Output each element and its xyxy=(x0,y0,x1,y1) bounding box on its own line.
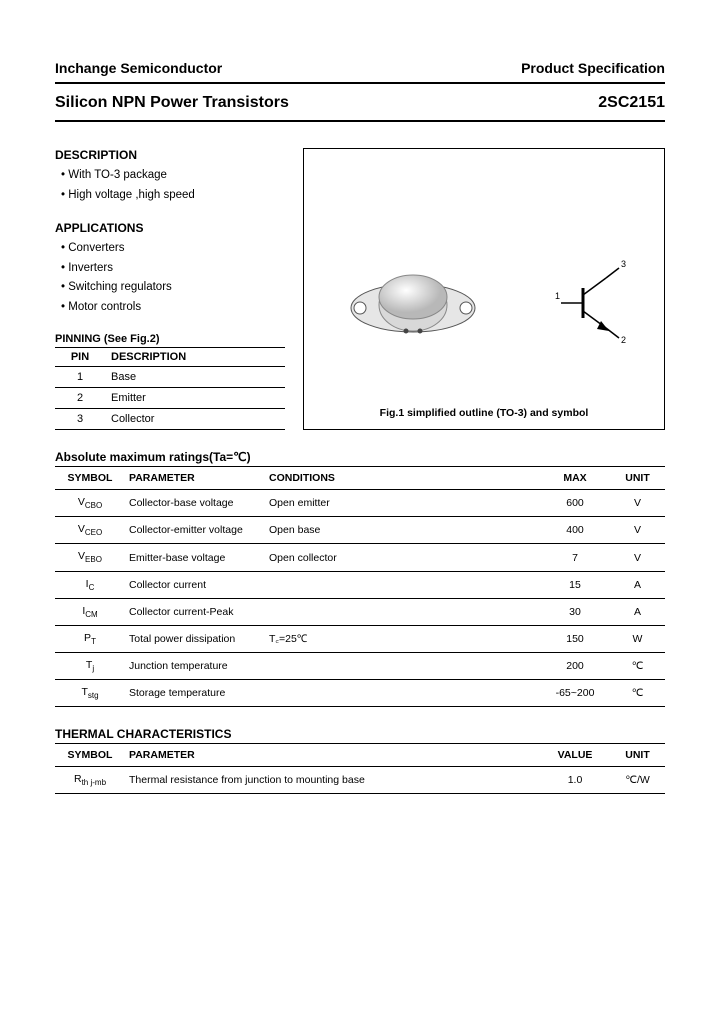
table-row: Rth j-mbThermal resistance from junction… xyxy=(55,767,665,794)
col-header: SYMBOL xyxy=(55,467,125,490)
applications-heading: APPLICATIONS xyxy=(55,221,285,235)
list-item: With TO-3 package xyxy=(61,166,285,186)
table-row: ICCollector current15A xyxy=(55,571,665,598)
list-item: Switching regulators xyxy=(61,278,285,298)
table-row: VEBOEmitter-base voltageOpen collector7V xyxy=(55,544,665,571)
ratings-table: SYMBOL PARAMETER CONDITIONS MAX UNIT VCB… xyxy=(55,466,665,707)
col-header: DESCRIPTION xyxy=(105,348,285,367)
svg-text:3: 3 xyxy=(621,259,626,269)
title-row: Silicon NPN Power Transistors 2SC2151 xyxy=(55,90,665,116)
divider xyxy=(55,120,665,122)
col-header: UNIT xyxy=(610,744,665,767)
figure-caption: Fig.1 simplified outline (TO-3) and symb… xyxy=(380,407,589,419)
col-header: SYMBOL xyxy=(55,744,125,767)
symbol-icon: 1 3 2 xyxy=(551,253,631,353)
doc-type: Product Specification xyxy=(521,60,665,76)
table-row: PTTotal power dissipationT꜀=25℃150W xyxy=(55,625,665,652)
table-row: VCEOCollector-emitter voltageOpen base40… xyxy=(55,517,665,544)
description-list: With TO-3 package High voltage ,high spe… xyxy=(55,166,285,205)
description-heading: DESCRIPTION xyxy=(55,148,285,162)
table-row: 2Emitter xyxy=(55,388,285,409)
col-header: PARAMETER xyxy=(125,467,265,490)
figure-box: 1 3 2 Fig.1 simplified outline (TO-3) an… xyxy=(303,148,665,430)
product-line: Silicon NPN Power Transistors xyxy=(55,94,289,112)
part-number: 2SC2151 xyxy=(598,94,665,112)
divider xyxy=(55,82,665,84)
list-item: High voltage ,high speed xyxy=(61,186,285,206)
page-header: Inchange Semiconductor Product Specifica… xyxy=(55,60,665,76)
col-header: UNIT xyxy=(610,467,665,490)
col-header: MAX xyxy=(540,467,610,490)
thermal-heading: THERMAL CHARACTERISTICS xyxy=(55,727,665,741)
company-name: Inchange Semiconductor xyxy=(55,60,222,76)
col-header: CONDITIONS xyxy=(265,467,540,490)
svg-text:2: 2 xyxy=(621,335,626,345)
table-row: TstgStorage temperature-65~200℃ xyxy=(55,679,665,706)
pinning-heading: PINNING (See Fig.2) xyxy=(55,333,285,345)
ratings-heading: Absolute maximum ratings(Ta=℃) xyxy=(55,450,665,464)
list-item: Inverters xyxy=(61,259,285,279)
list-item: Motor controls xyxy=(61,298,285,318)
table-row: ICMCollector current-Peak30A xyxy=(55,598,665,625)
pinning-table: PIN DESCRIPTION 1Base 2Emitter 3Collecto… xyxy=(55,347,285,430)
table-row: TjJunction temperature200℃ xyxy=(55,652,665,679)
col-header: PARAMETER xyxy=(125,744,540,767)
thermal-table: SYMBOL PARAMETER VALUE UNIT Rth j-mbTher… xyxy=(55,743,665,794)
table-row: 3Collector xyxy=(55,409,285,430)
package-icon xyxy=(338,253,488,353)
list-item: Converters xyxy=(61,239,285,259)
table-row: 1Base xyxy=(55,367,285,388)
col-header: PIN xyxy=(55,348,105,367)
applications-list: Converters Inverters Switching regulator… xyxy=(55,239,285,317)
table-row: VCBOCollector-base voltageOpen emitter60… xyxy=(55,490,665,517)
svg-text:1: 1 xyxy=(555,291,560,301)
col-header: VALUE xyxy=(540,744,610,767)
